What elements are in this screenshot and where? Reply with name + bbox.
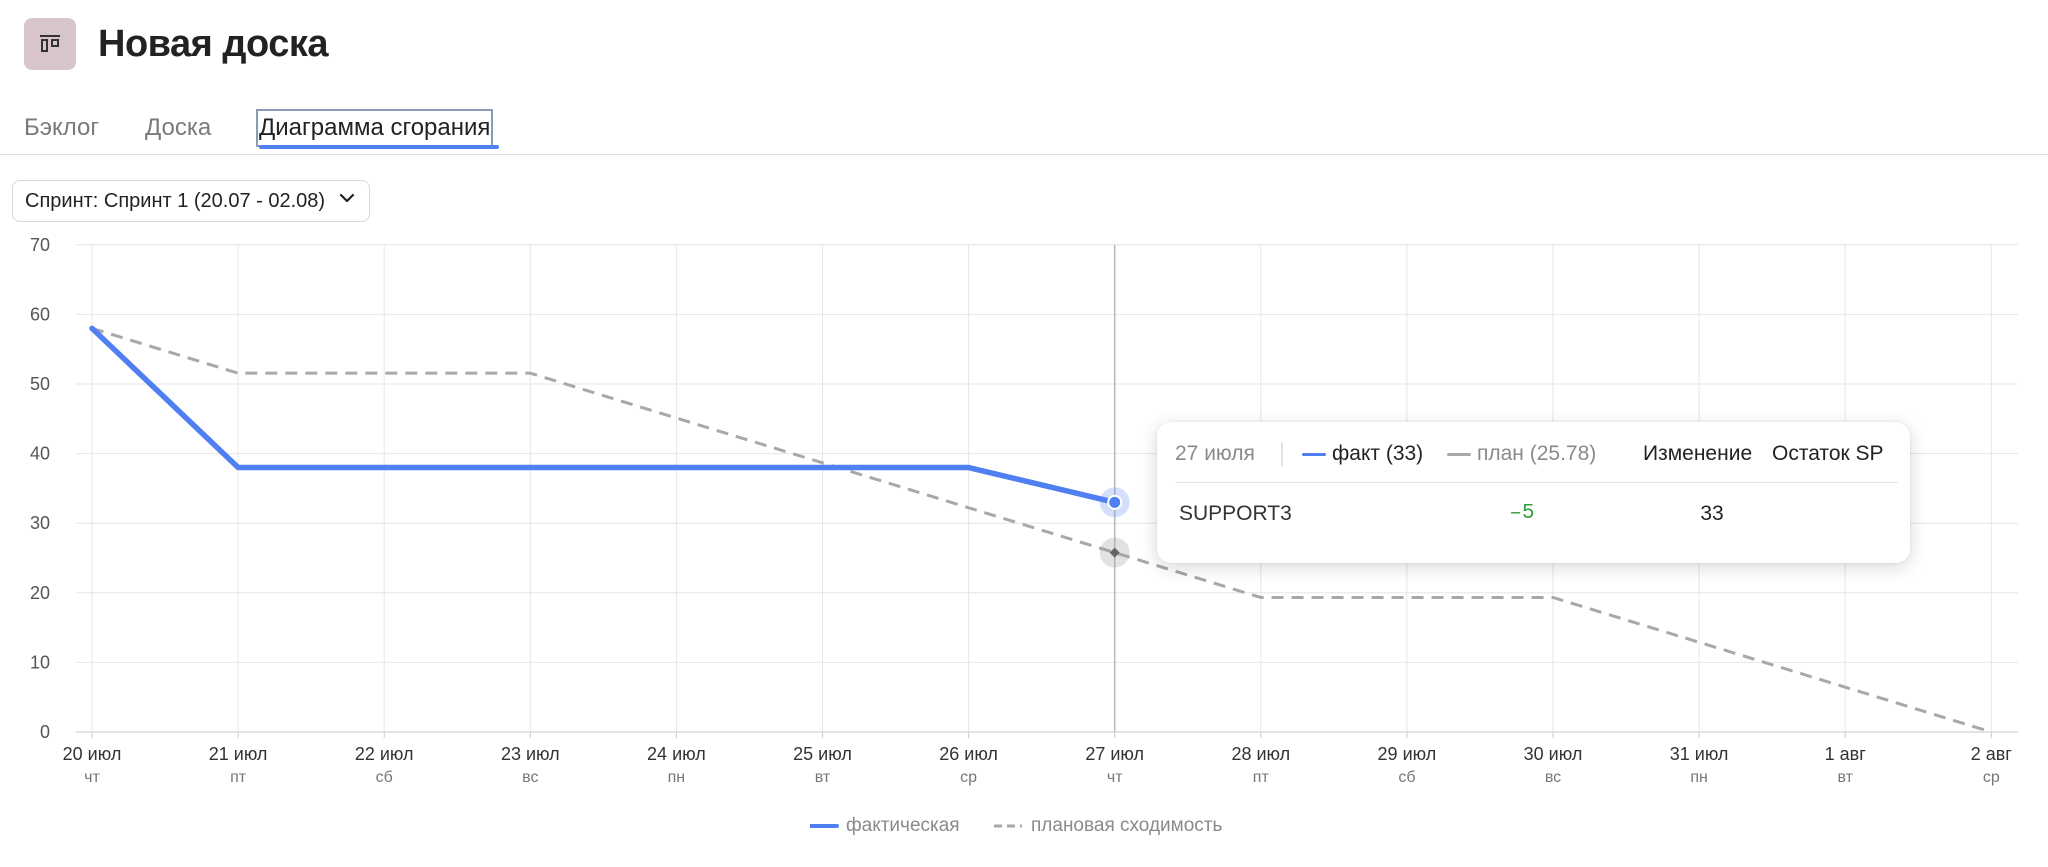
legend-item-fact[interactable]: фактическая	[810, 815, 960, 837]
x-tick-sublabel: ср	[960, 769, 977, 786]
tooltip-divider-line	[1175, 482, 1898, 483]
chart-tooltip: 27 июля факт (33) план (25.78) Изменение…	[1157, 422, 1910, 563]
y-tick-label: 40	[30, 444, 50, 464]
plan-swatch	[1447, 452, 1471, 456]
legend-plan-label: плановая сходимость	[1031, 815, 1223, 836]
x-tick-label: 22 июл	[355, 744, 414, 764]
sprint-select-label: Спринт: Спринт 1 (20.07 - 02.08)	[25, 189, 326, 212]
y-tick-label: 20	[30, 583, 50, 603]
x-tick-sublabel: вт	[815, 769, 831, 786]
x-tick-label: 30 июл	[1524, 744, 1583, 764]
tooltip-rest-header: Остаток SP	[1772, 442, 1884, 465]
series-plan-line	[91, 326, 1992, 734]
sprint-select[interactable]: Спринт: Спринт 1 (20.07 - 02.08)	[12, 180, 370, 222]
x-tick-label: 28 июл	[1231, 744, 1290, 764]
x-tick-sublabel: вт	[1837, 769, 1853, 786]
tooltip-plan: план (25.78)	[1447, 442, 1596, 466]
x-tick-sublabel: чт	[1107, 769, 1123, 786]
board-glyph-icon	[40, 35, 60, 52]
legend-fact-line	[810, 824, 839, 828]
x-tick-sublabel: ср	[1983, 769, 2000, 786]
tooltip-date: 27 июля	[1175, 442, 1255, 465]
x-tick-sublabel: пн	[668, 769, 686, 786]
tooltip-divider	[1281, 442, 1283, 466]
tooltip-fact-label: факт (33)	[1332, 442, 1424, 465]
board-icon[interactable]	[24, 18, 76, 70]
chevron-down-icon	[337, 188, 357, 214]
x-tick-sublabel: вс	[1545, 769, 1561, 786]
y-tick-label: 10	[30, 652, 50, 672]
legend-fact-label: фактическая	[846, 815, 960, 836]
y-tick-label: 60	[30, 304, 50, 324]
x-tick-label: 20 июл	[63, 744, 122, 764]
x-tick-sublabel: сб	[376, 769, 393, 786]
tooltip-plan-label: план (25.78)	[1477, 442, 1597, 465]
tab-bar: Бэклог Доска Диаграмма сгорания	[0, 104, 2048, 155]
y-tick-label: 50	[30, 374, 50, 394]
series-fact-line	[89, 325, 1118, 506]
y-tick-label: 70	[30, 235, 50, 255]
x-tick-label: 2 авг	[1971, 744, 2013, 764]
tooltip-issue-rest: 33	[1700, 502, 1724, 525]
x-tick-label: 26 июл	[939, 744, 998, 764]
x-tick-sublabel: вс	[522, 769, 538, 786]
tooltip-change-header: Изменение	[1643, 442, 1753, 465]
plan-point	[1109, 547, 1120, 558]
page-title: Новая доска	[98, 22, 329, 65]
x-tick-label: 24 июл	[647, 744, 706, 764]
x-tick-label: 1 авг	[1825, 744, 1867, 764]
tooltip-fact: факт (33)	[1302, 442, 1423, 466]
fact-point	[1107, 494, 1123, 510]
tooltip-issue-key[interactable]: SUPPORT3	[1179, 502, 1292, 525]
y-tick-label: 30	[30, 513, 50, 533]
x-tick-label: 23 июл	[501, 744, 560, 764]
x-tick-sublabel: пт	[1253, 769, 1270, 786]
x-tick-sublabel: пт	[230, 769, 247, 786]
x-tick-sublabel: сб	[1398, 769, 1415, 786]
fact-swatch	[1302, 452, 1326, 456]
y-tick-label: 0	[40, 722, 50, 742]
x-tick-sublabel: чт	[84, 769, 100, 786]
active-tab-indicator	[259, 145, 499, 149]
x-tick-label: 21 июл	[209, 744, 268, 764]
burndown-chart: 0 10 20 30 40 50 60 70 20 июл чт 21 июл пт 22 июл сб 2…	[30, 235, 2018, 786]
x-tick-label: 31 июл	[1670, 744, 1729, 764]
x-tick-label: 29 июл	[1378, 744, 1437, 764]
legend-item-plan[interactable]: плановая сходимость	[993, 815, 1222, 837]
legend-plan-line	[994, 824, 1022, 828]
chart-legend: фактическая плановая сходимость	[0, 815, 2048, 839]
tab-board[interactable]: Доска	[145, 114, 212, 141]
x-tick-label: 25 июл	[793, 744, 852, 764]
x-tick-sublabel: пн	[1690, 769, 1708, 786]
tooltip-header: 27 июля факт (33) план (25.78) Изменение…	[1157, 422, 1910, 482]
board-header: Новая доска	[24, 18, 329, 70]
tab-backlog[interactable]: Бэклог	[24, 114, 100, 141]
tooltip-issue-change: –5	[1509, 502, 1535, 525]
tab-burndown[interactable]: Диаграмма сгорания	[255, 109, 494, 147]
x-tick-label: 27 июл	[1085, 744, 1144, 764]
